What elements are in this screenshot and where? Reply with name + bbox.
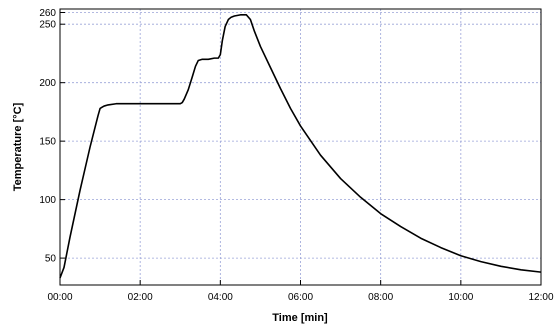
y-tick-label: 250 bbox=[39, 20, 56, 31]
plot-frame bbox=[59, 8, 542, 286]
y-tick-label: 150 bbox=[39, 137, 56, 148]
x-tick-label: 04:00 bbox=[208, 292, 233, 303]
x-tick-label: 00:00 bbox=[47, 292, 72, 303]
y-tick-label: 50 bbox=[45, 254, 57, 265]
x-tick-label: 08:00 bbox=[368, 292, 393, 303]
x-tick-labels: 00:00 02:00 04:00 06:00 08:00 10:00 12:00 bbox=[47, 292, 553, 303]
x-tick-label: 12:00 bbox=[528, 292, 553, 303]
x-axis-title: Time [min] bbox=[272, 312, 328, 324]
y-tick-label: 260 bbox=[39, 8, 56, 19]
y-tick-label: 100 bbox=[39, 195, 56, 206]
temperature-series-line bbox=[59, 14, 542, 279]
x-tick-label: 06:00 bbox=[288, 292, 313, 303]
y-tick-label: 200 bbox=[39, 78, 56, 89]
series-group bbox=[59, 14, 542, 279]
grid-lines bbox=[60, 9, 541, 285]
y-axis-title: Temperature [°C] bbox=[12, 102, 24, 191]
x-tick-label: 10:00 bbox=[448, 292, 473, 303]
x-tick-label: 02:00 bbox=[128, 292, 153, 303]
